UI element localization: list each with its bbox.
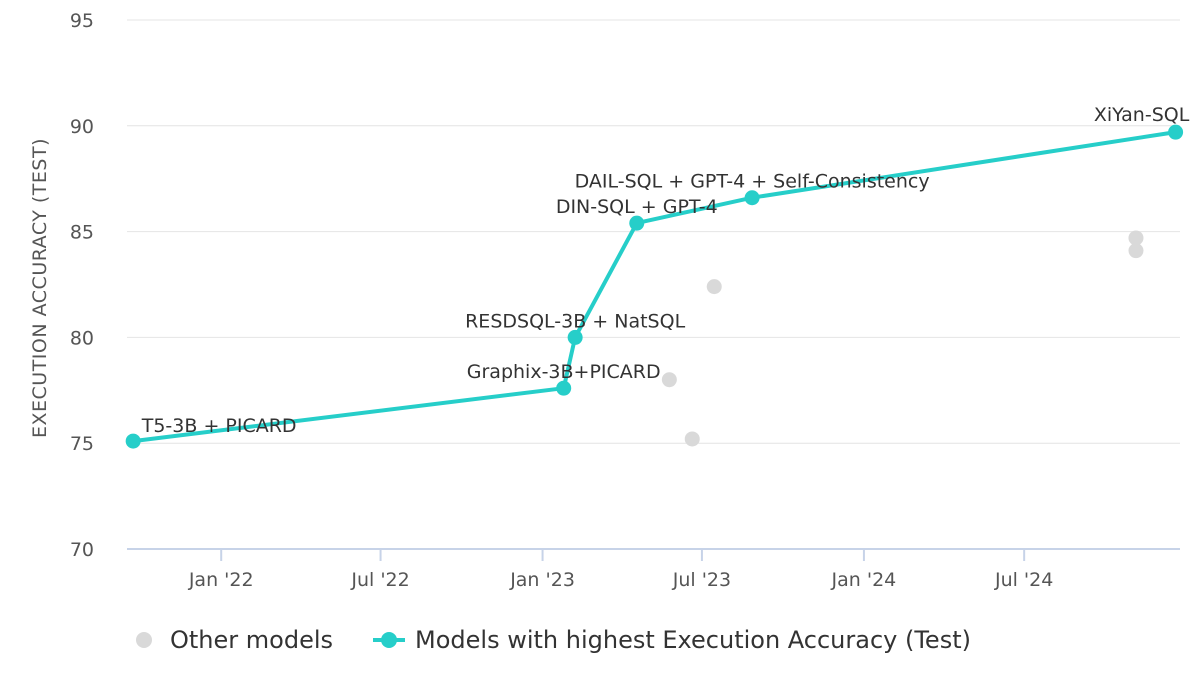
x-tick-label: Jul '24 [994, 569, 1053, 591]
y-tick-label: 90 [70, 116, 94, 138]
other-model-point [684, 431, 700, 447]
point-labels: T5-3B + PICARD Graphix-3B+PICARD RESDSQL-3… [141, 104, 1190, 437]
best-model-point [556, 380, 572, 396]
x-tick-label: Jan '24 [831, 569, 897, 591]
chart-legend: Other models Models with highest Executi… [136, 626, 1011, 654]
y-tick-label: 80 [70, 327, 94, 349]
y-tick-label: 75 [70, 433, 94, 455]
other-model-point [661, 372, 677, 388]
point-label: XiYan-SQL [1094, 104, 1190, 126]
legend-other-label: Other models [170, 626, 334, 654]
point-label: RESDSQL-3B + NatSQL [465, 310, 685, 332]
best-models-line [131, 130, 1178, 444]
point-label: DIN-SQL + GPT-4 [556, 196, 718, 218]
legend-best-marker-icon [373, 632, 406, 648]
best-model-point [629, 215, 645, 231]
y-tick-label: 85 [70, 222, 94, 244]
y-tick-label: 70 [70, 539, 94, 561]
best-model-point [1168, 124, 1184, 140]
x-tick-label: Jul '22 [350, 569, 409, 591]
other-model-point [706, 279, 722, 295]
best-model-point [744, 190, 760, 206]
point-label: DAIL-SQL + GPT-4 + Self-Consistency [575, 171, 930, 193]
legend-item-other-models[interactable]: Other models [136, 626, 333, 654]
other-model-point [1128, 230, 1144, 246]
best-model-point [567, 329, 583, 345]
y-tick-label: 95 [70, 10, 94, 32]
grid-lines [127, 19, 1180, 550]
legend-item-best-models[interactable]: Models with highest Execution Accuracy (… [373, 626, 971, 654]
axes: 70 75 80 85 90 95 Jan '22 Jul '22 Jan '23 Jul '23… [70, 10, 1054, 591]
point-label: T5-3B + PICARD [141, 415, 297, 437]
x-tick-label: Jan '22 [188, 569, 254, 591]
x-tick-label: Jan '23 [509, 569, 575, 591]
legend-best-label: Models with highest Execution Accuracy (… [415, 626, 971, 654]
y-axis-title: EXECUTION ACCURACY (TEST) [29, 138, 51, 438]
x-tick-label: Jul '23 [672, 569, 731, 591]
best-model-point [125, 433, 141, 449]
best-models-series [125, 124, 1184, 449]
point-label: Graphix-3B+PICARD [467, 361, 661, 383]
other-model-point [1128, 243, 1144, 259]
legend-other-marker-icon [136, 632, 152, 648]
other-models-series [661, 230, 1144, 447]
